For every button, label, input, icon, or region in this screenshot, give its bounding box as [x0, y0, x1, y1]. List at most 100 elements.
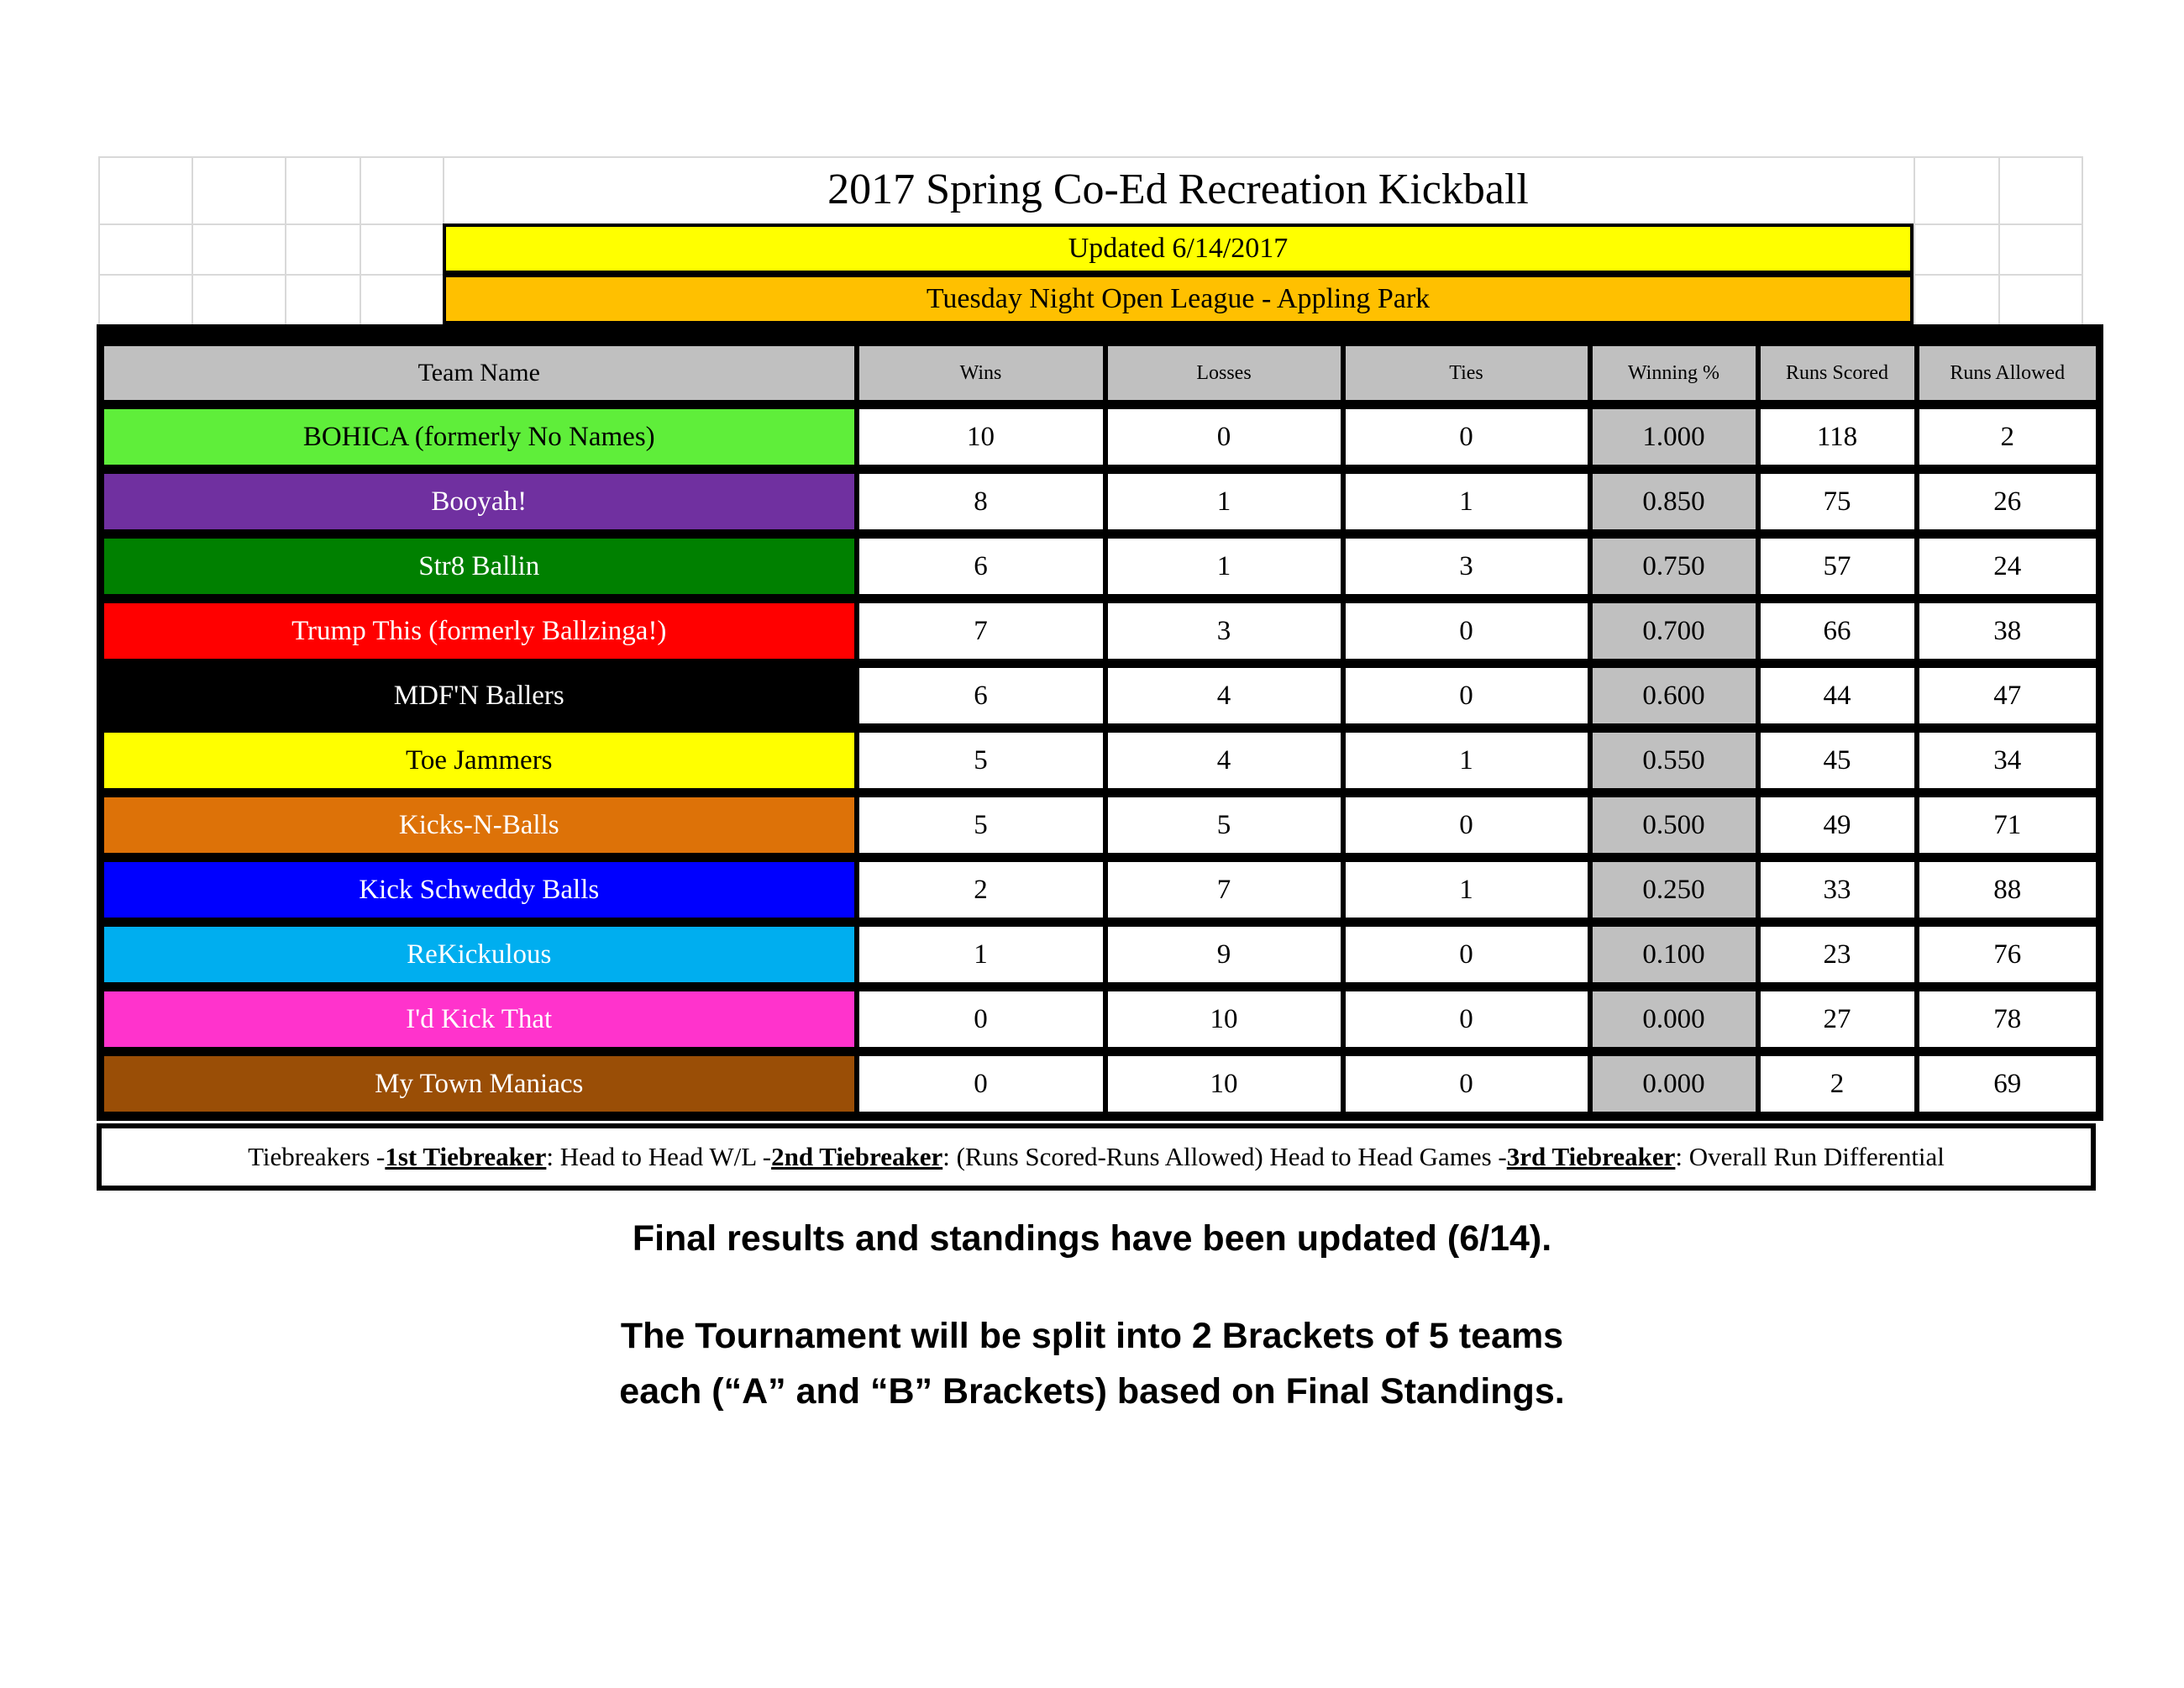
ties-cell: 0	[1340, 1047, 1593, 1121]
wins-cell: 1	[853, 918, 1108, 991]
team-name-cell: Kicks-N-Balls	[97, 788, 859, 862]
runs-allowed-cell: 69	[1914, 1047, 2103, 1121]
team-name-cell: Toe Jammers	[97, 723, 859, 797]
tiebreakers-prefix: Tiebreakers -	[248, 1142, 386, 1171]
gridline	[360, 156, 361, 324]
runs-allowed-cell: 2	[1914, 400, 2103, 474]
header-row: Team Name Wins Losses Ties Winning % Run…	[97, 324, 2103, 409]
wins-cell: 6	[853, 659, 1108, 733]
runs-allowed-cell: 76	[1914, 918, 2103, 991]
team-row: Trump This (formerly Ballzinga!) 7 3 0 0…	[97, 594, 2103, 668]
gridline	[98, 156, 100, 324]
winning-pct-cell: 0.500	[1587, 788, 1761, 862]
second-tiebreaker-text: : (Runs Scored-Runs Allowed) Head to Hea…	[942, 1142, 1507, 1171]
runs-scored-cell: 49	[1755, 788, 1919, 862]
losses-cell: 10	[1102, 1047, 1346, 1121]
runs-scored-cell: 33	[1755, 853, 1919, 927]
wins-cell: 7	[853, 594, 1108, 668]
col-header-wins: Wins	[853, 324, 1108, 409]
runs-allowed-cell: 38	[1914, 594, 2103, 668]
third-tiebreaker-label: 3rd Tiebreaker	[1506, 1142, 1676, 1171]
winning-pct-cell: 0.850	[1587, 465, 1761, 539]
col-header-team-name: Team Name	[97, 324, 859, 409]
ties-cell: 0	[1340, 659, 1593, 733]
ties-cell: 0	[1340, 788, 1593, 862]
gridline	[98, 156, 2082, 158]
team-row: BOHICA (formerly No Names) 10 0 0 1.000 …	[97, 400, 2103, 474]
team-row: Kick Schweddy Balls 2 7 1 0.250 33 88	[97, 853, 2103, 927]
winning-pct-cell: 0.700	[1587, 594, 1761, 668]
ties-cell: 1	[1340, 853, 1593, 927]
losses-cell: 9	[1102, 918, 1346, 991]
runs-allowed-cell: 88	[1914, 853, 2103, 927]
losses-cell: 1	[1102, 465, 1346, 539]
winning-pct-cell: 0.750	[1587, 529, 1761, 603]
team-row: Booyah! 8 1 1 0.850 75 26	[97, 465, 2103, 539]
gridline	[2082, 156, 2083, 324]
note-tournament-line-1: The Tournament will be split into 2 Brac…	[620, 1316, 1564, 1356]
winning-pct-cell: 1.000	[1587, 400, 1761, 474]
winning-pct-cell: 0.100	[1587, 918, 1761, 991]
runs-scored-cell: 23	[1755, 918, 1919, 991]
col-header-runs-allowed: Runs Allowed	[1914, 324, 2103, 409]
losses-cell: 10	[1102, 982, 1346, 1056]
wins-cell: 0	[853, 982, 1108, 1056]
losses-cell: 4	[1102, 723, 1346, 797]
team-name-cell: ReKickulous	[97, 918, 859, 991]
team-name-cell: BOHICA (formerly No Names)	[97, 400, 859, 474]
team-row: My Town Maniacs 0 10 0 0.000 2 69	[97, 1047, 2103, 1121]
updated-banner: Updated 6/14/2017	[443, 223, 1914, 274]
team-row: Toe Jammers 5 4 1 0.550 45 34	[97, 723, 2103, 797]
standings-table: Team Name Wins Losses Ties Winning % Run…	[97, 324, 2103, 1121]
team-name-cell: Booyah!	[97, 465, 859, 539]
col-header-ties: Ties	[1340, 324, 1593, 409]
winning-pct-cell: 0.250	[1587, 853, 1761, 927]
wins-cell: 2	[853, 853, 1108, 927]
runs-allowed-cell: 47	[1914, 659, 2103, 733]
league-banner: Tuesday Night Open League - Appling Park	[443, 274, 1914, 324]
team-name-cell: My Town Maniacs	[97, 1047, 859, 1121]
runs-scored-cell: 57	[1755, 529, 1919, 603]
team-name-cell: Kick Schweddy Balls	[97, 853, 859, 927]
ties-cell: 3	[1340, 529, 1593, 603]
runs-scored-cell: 75	[1755, 465, 1919, 539]
second-tiebreaker-label: 2nd Tiebreaker	[771, 1142, 943, 1171]
ties-cell: 0	[1340, 982, 1593, 1056]
runs-scored-cell: 27	[1755, 982, 1919, 1056]
winning-pct-cell: 0.000	[1587, 982, 1761, 1056]
losses-cell: 4	[1102, 659, 1346, 733]
tiebreakers-bar: Tiebreakers - 1st Tiebreaker : Head to H…	[97, 1123, 2096, 1191]
first-tiebreaker-text: : Head to Head W/L -	[546, 1142, 772, 1171]
runs-scored-cell: 2	[1755, 1047, 1919, 1121]
ties-cell: 1	[1340, 465, 1593, 539]
runs-scored-cell: 118	[1755, 400, 1919, 474]
winning-pct-cell: 0.000	[1587, 1047, 1761, 1121]
team-name-cell: Trump This (formerly Ballzinga!)	[97, 594, 859, 668]
team-row: Kicks-N-Balls 5 5 0 0.500 49 71	[97, 788, 2103, 862]
team-name-cell: Str8 Ballin	[97, 529, 859, 603]
first-tiebreaker-label: 1st Tiebreaker	[385, 1142, 547, 1171]
team-row: MDF'N Ballers 6 4 0 0.600 44 47	[97, 659, 2103, 733]
runs-allowed-cell: 78	[1914, 982, 2103, 1056]
runs-allowed-cell: 34	[1914, 723, 2103, 797]
runs-scored-cell: 66	[1755, 594, 1919, 668]
runs-allowed-cell: 24	[1914, 529, 2103, 603]
note-tournament: The Tournament will be split into 2 Brac…	[0, 1308, 2184, 1419]
gridline	[1998, 156, 2000, 324]
losses-cell: 5	[1102, 788, 1346, 862]
wins-cell: 10	[853, 400, 1108, 474]
wins-cell: 0	[853, 1047, 1108, 1121]
col-header-winning-pct: Winning %	[1587, 324, 1761, 409]
wins-cell: 6	[853, 529, 1108, 603]
wins-cell: 5	[853, 788, 1108, 862]
winning-pct-cell: 0.600	[1587, 659, 1761, 733]
losses-cell: 1	[1102, 529, 1346, 603]
ties-cell: 1	[1340, 723, 1593, 797]
wins-cell: 8	[853, 465, 1108, 539]
gridline	[1914, 156, 1915, 324]
runs-scored-cell: 45	[1755, 723, 1919, 797]
team-name-cell: I'd Kick That	[97, 982, 859, 1056]
col-header-losses: Losses	[1102, 324, 1346, 409]
ties-cell: 0	[1340, 400, 1593, 474]
